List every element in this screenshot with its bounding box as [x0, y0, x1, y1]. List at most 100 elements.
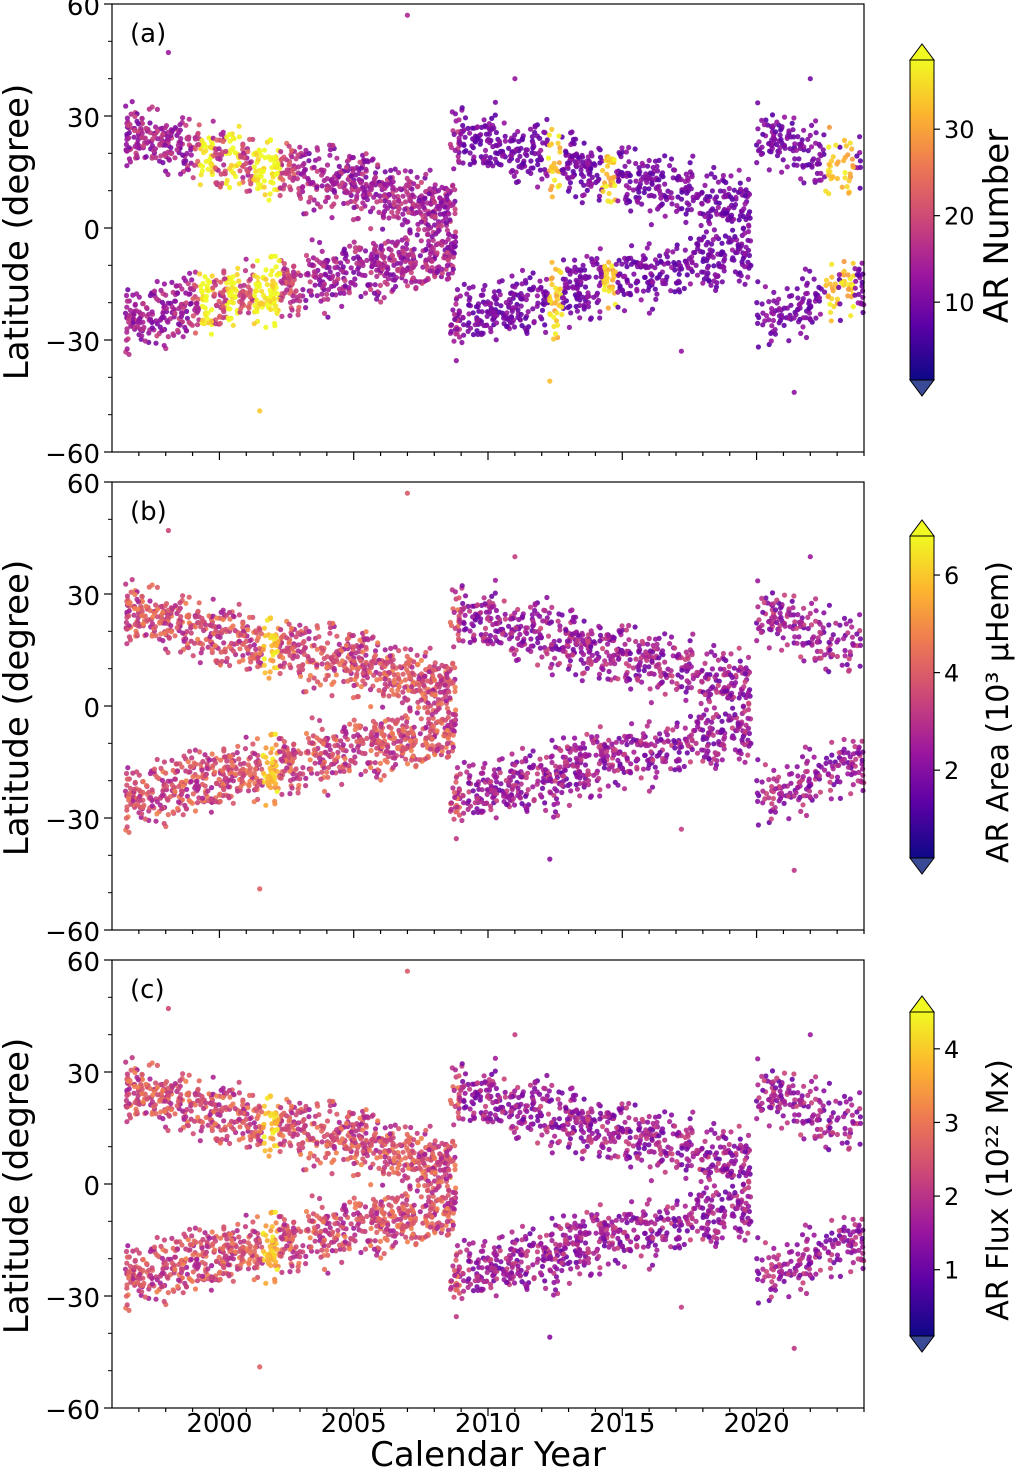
data-point	[276, 736, 282, 742]
data-point	[252, 288, 258, 294]
data-point	[369, 742, 375, 748]
data-point	[192, 136, 199, 142]
data-point	[313, 274, 319, 280]
data-point	[389, 730, 395, 736]
data-point	[693, 262, 699, 268]
data-point	[318, 298, 324, 304]
data-point	[841, 258, 847, 265]
data-point	[745, 274, 751, 280]
data-point	[294, 654, 300, 660]
data-point	[377, 282, 383, 288]
data-point	[652, 158, 659, 164]
data-point	[297, 293, 303, 299]
data-point	[314, 184, 320, 190]
data-point	[812, 177, 818, 183]
data-point	[291, 263, 297, 269]
data-point	[183, 636, 189, 642]
data-point	[813, 315, 819, 321]
data-point	[682, 247, 688, 253]
data-point	[837, 301, 843, 307]
data-point	[278, 149, 284, 155]
data-point	[412, 259, 419, 265]
data-point	[450, 660, 456, 666]
data-point	[530, 306, 536, 312]
data-point	[461, 332, 467, 338]
data-point	[849, 146, 855, 152]
data-point	[641, 189, 647, 196]
data-point	[719, 240, 725, 246]
data-point	[183, 328, 190, 334]
data-point	[570, 136, 577, 142]
data-point	[293, 766, 299, 772]
data-point	[178, 171, 184, 177]
data-point	[442, 682, 448, 688]
y-tick-label: 0	[83, 216, 100, 246]
data-point	[342, 278, 348, 284]
data-point	[236, 278, 242, 284]
data-point	[388, 659, 394, 665]
data-point	[270, 658, 276, 664]
data-point	[201, 627, 207, 634]
data-point	[247, 276, 253, 282]
data-point	[124, 804, 130, 810]
data-point	[418, 697, 424, 703]
data-point	[124, 346, 130, 352]
data-point	[704, 265, 711, 271]
data-point	[817, 311, 824, 317]
data-point	[247, 136, 253, 142]
data-point	[434, 250, 440, 256]
data-point	[722, 233, 729, 239]
data-point	[342, 761, 348, 767]
data-point	[424, 678, 430, 684]
data-point	[139, 135, 145, 141]
data-point	[770, 317, 777, 324]
data-point	[488, 325, 494, 331]
data-point	[314, 168, 320, 174]
data-point	[362, 248, 369, 254]
data-point	[251, 321, 257, 327]
data-point	[457, 293, 463, 299]
data-point	[725, 217, 731, 223]
data-point	[274, 291, 280, 297]
data-point	[317, 239, 323, 246]
data-point	[442, 717, 449, 723]
data-point	[423, 756, 429, 762]
data-point	[470, 310, 476, 316]
data-point	[467, 150, 473, 156]
data-point	[615, 178, 622, 184]
data-point	[273, 742, 279, 748]
data-point	[404, 12, 410, 18]
data-point	[451, 728, 457, 734]
data-point	[658, 202, 664, 208]
data-point	[370, 718, 376, 724]
data-point	[192, 808, 199, 814]
data-point	[186, 116, 192, 122]
data-point	[688, 207, 695, 213]
data-point	[176, 321, 182, 327]
data-point	[297, 776, 303, 782]
data-point	[197, 660, 203, 666]
data-point	[264, 760, 270, 766]
data-point	[400, 689, 406, 695]
data-point	[369, 264, 375, 270]
data-point	[166, 137, 172, 143]
data-point	[160, 310, 166, 316]
data-point	[778, 127, 784, 133]
data-point	[556, 182, 563, 188]
data-point	[542, 322, 548, 328]
data-point	[271, 296, 277, 302]
data-point	[358, 771, 364, 778]
data-point	[303, 252, 310, 259]
data-point	[410, 731, 416, 737]
data-point	[699, 269, 705, 275]
data-point	[740, 255, 746, 262]
data-point	[214, 615, 220, 621]
data-point	[713, 194, 720, 200]
data-point	[180, 630, 186, 636]
data-point	[400, 671, 406, 677]
data-point	[515, 292, 521, 298]
data-point	[363, 166, 369, 172]
data-point	[199, 641, 206, 647]
data-point	[192, 330, 199, 336]
